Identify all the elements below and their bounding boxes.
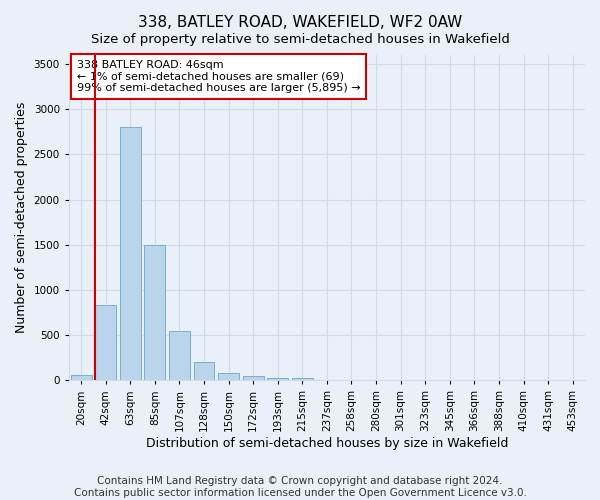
Bar xyxy=(268,378,288,380)
Y-axis label: Number of semi-detached properties: Number of semi-detached properties xyxy=(15,102,28,334)
Bar xyxy=(218,373,239,380)
Bar xyxy=(194,362,214,380)
Bar xyxy=(169,332,190,380)
Bar xyxy=(95,306,116,380)
Bar xyxy=(145,245,166,380)
Bar xyxy=(243,376,263,380)
Bar xyxy=(120,128,141,380)
Bar xyxy=(71,375,92,380)
Text: Contains HM Land Registry data © Crown copyright and database right 2024.
Contai: Contains HM Land Registry data © Crown c… xyxy=(74,476,526,498)
X-axis label: Distribution of semi-detached houses by size in Wakefield: Distribution of semi-detached houses by … xyxy=(146,437,508,450)
Text: 338 BATLEY ROAD: 46sqm
← 1% of semi-detached houses are smaller (69)
99% of semi: 338 BATLEY ROAD: 46sqm ← 1% of semi-deta… xyxy=(77,60,360,93)
Text: Size of property relative to semi-detached houses in Wakefield: Size of property relative to semi-detach… xyxy=(91,32,509,46)
Bar xyxy=(292,378,313,380)
Text: 338, BATLEY ROAD, WAKEFIELD, WF2 0AW: 338, BATLEY ROAD, WAKEFIELD, WF2 0AW xyxy=(138,15,462,30)
